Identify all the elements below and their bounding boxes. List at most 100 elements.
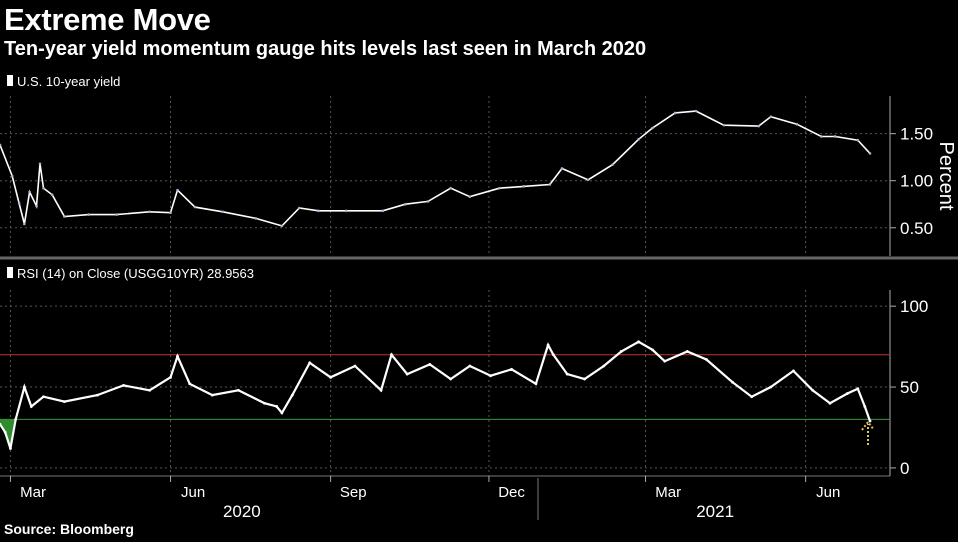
yield-data-point [38,162,42,166]
yield-data-point [23,222,26,226]
yield-data-point [637,137,640,141]
x-tick-label: Jun [816,484,840,501]
rsi-data-point [565,372,569,376]
yield-data-point [426,200,430,203]
rsi-oversold-fill [0,419,16,449]
yield-data-point [254,217,258,220]
yield-data-point [317,209,320,213]
rsi-data-point [449,377,453,381]
yield-data-point [404,202,407,206]
rsi-data-point [489,374,493,378]
rsi-data-point [290,393,294,397]
rsi-data-point [405,372,409,376]
rsi-y-tick-label: 100 [900,297,928,316]
yield-data-point [468,195,472,199]
rsi-arrow-annotation [861,420,875,445]
yield-y-axis-label: Percent [935,142,957,211]
yield-gridlines [0,96,890,256]
rsi-data-point [22,385,26,389]
rsi-data-point [651,348,654,352]
rsi-data-point [353,364,357,368]
yield-data-point [694,109,698,113]
yield-data-point [10,174,14,178]
rsi-data-point [148,388,152,392]
yield-series-line [0,110,871,227]
rsi-data-point [792,369,795,373]
x-tick-labels: Mar Jun Sep Dec Mar Jun [9,476,840,501]
yield-data-point [795,122,799,126]
year-labels: 2020 2021 [223,502,734,521]
rsi-data-point [856,387,860,391]
rsi-data-point [379,388,383,392]
yield-data-point [522,185,526,188]
source-note: Source: Bloomberg [4,521,134,537]
rsi-data-point [510,367,513,371]
rsi-data-point [236,388,240,392]
rsi-data-point [705,358,708,361]
rsi-data-point [731,380,734,384]
yield-data-point [560,167,564,170]
yield-data-point [87,213,91,216]
yield-data-point [17,201,21,205]
rsi-data-point [534,382,538,386]
yield-data-point [148,210,151,214]
yield-data-point [63,215,66,218]
rsi-data-point [619,350,623,353]
rsi-data-point [637,340,640,344]
rsi-data-point [9,447,12,450]
rsi-data-point [811,388,814,392]
year-label: 2021 [696,502,734,521]
yield-data-point [35,204,38,208]
rsi-data-point [275,405,279,408]
rsi-data-point [868,419,872,423]
rsi-data-point [263,401,266,405]
yield-data-point [856,138,860,142]
x-tick-label: Mar [655,484,681,501]
rsi-data-point [122,384,125,387]
yield-data-point [769,115,773,119]
year-label: 2020 [223,502,261,521]
yield-data-point [193,205,197,209]
rsi-data-point [828,401,832,405]
yield-legend-label: U.S. 10-year yield [17,74,120,89]
yield-data-point [868,152,872,155]
rsi-data-point [863,405,867,408]
yield-data-point [176,188,179,192]
rsi-data-point [602,364,606,368]
rsi-data-point [390,353,393,357]
x-tick-label: Jun [181,484,205,501]
yield-data-point [50,193,54,197]
rsi-data-point [329,375,332,379]
rsi-data-point [42,395,45,399]
rsi-y-tick-label: 50 [900,378,919,397]
yield-data-point [115,213,118,216]
rsi-legend-swatch [7,267,13,278]
rsi-legend-label: RSI (14) on Close (USGG10YR) 28.9563 [17,266,254,281]
yield-y-tick-labels: 0.50 1.00 1.50 [890,125,933,238]
rsi-data-point [468,364,472,368]
rsi-data-point [0,422,2,426]
yield-data-point [297,206,301,210]
rsi-data-point [583,377,587,381]
rsi-data-point [663,359,667,363]
yield-y-tick-label: 0.50 [900,219,933,238]
yield-panel: 0.50 1.00 1.50 Percent U.S. 10-year yield [0,74,957,256]
rsi-y-tick-labels: 0 50 100 [890,297,928,478]
rsi-data-point [14,417,18,421]
yield-data-point [611,163,614,167]
yield-data-point [42,186,45,190]
x-tick-label: Sep [340,484,367,501]
yield-data-point [819,135,823,138]
x-tick-label: Mar [20,484,46,501]
rsi-data-point [750,395,754,399]
yield-data-point [757,124,760,128]
rsi-data-point [210,393,214,397]
chart-title: Extreme Move [4,2,211,37]
rsi-y-tick-label: 0 [900,459,909,478]
rsi-points [0,340,872,450]
rsi-data-point [428,363,432,366]
yield-data-point [833,135,837,138]
yield-data-point [722,123,726,127]
yield-data-point [586,178,590,182]
